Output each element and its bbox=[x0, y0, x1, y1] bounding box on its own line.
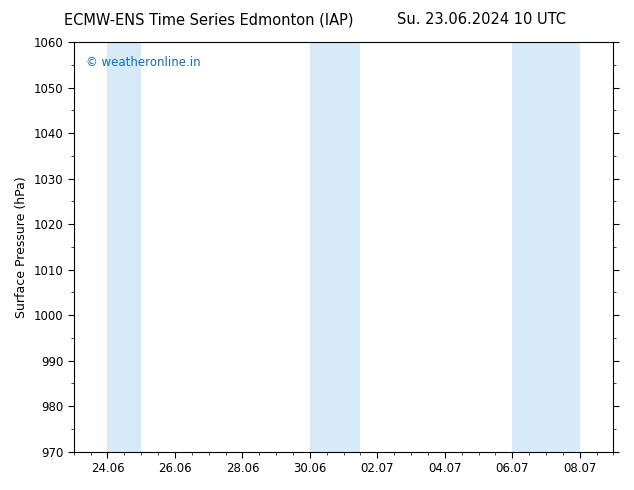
Text: Su. 23.06.2024 10 UTC: Su. 23.06.2024 10 UTC bbox=[398, 12, 566, 27]
Text: © weatheronline.in: © weatheronline.in bbox=[86, 56, 200, 70]
Bar bbox=[310, 42, 361, 452]
Y-axis label: Surface Pressure (hPa): Surface Pressure (hPa) bbox=[15, 176, 28, 318]
Text: ECMW-ENS Time Series Edmonton (IAP): ECMW-ENS Time Series Edmonton (IAP) bbox=[65, 12, 354, 27]
Bar bbox=[512, 42, 579, 452]
Bar bbox=[107, 42, 141, 452]
